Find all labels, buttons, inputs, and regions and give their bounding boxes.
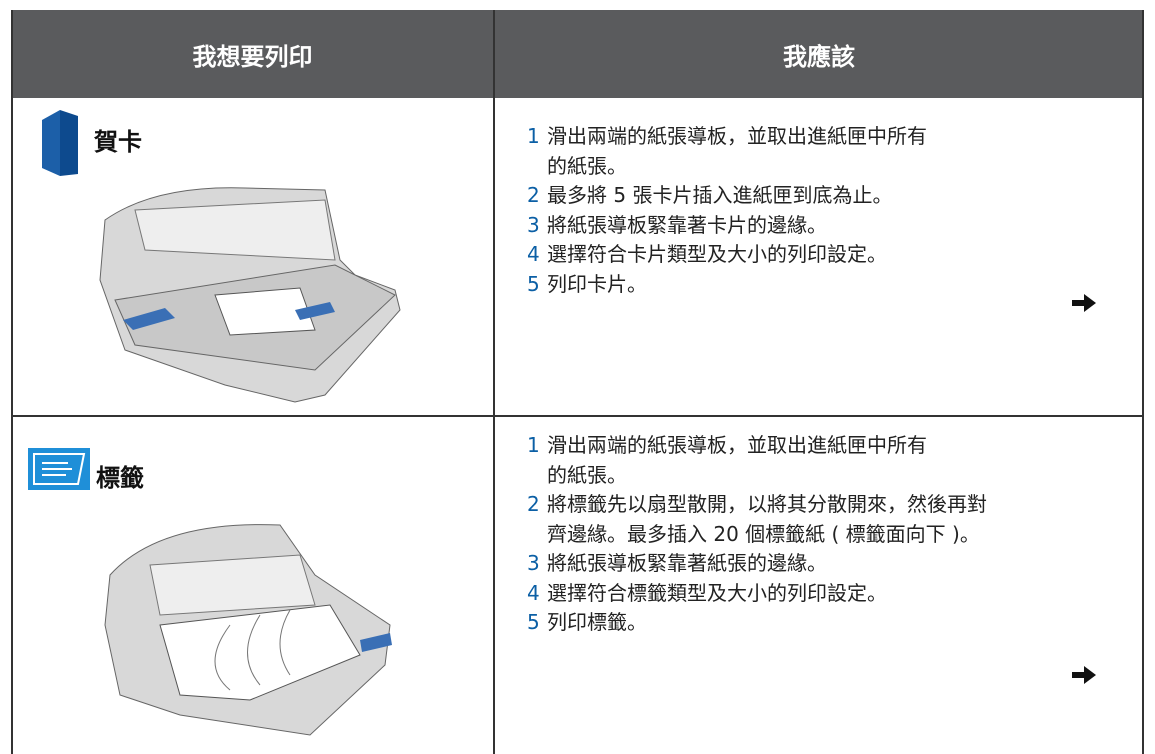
printer-illustration: [104, 524, 392, 736]
step-line: 的紙張。: [547, 153, 627, 178]
step: 5 列印卡片。: [527, 270, 927, 300]
step-number: 3: [527, 551, 540, 575]
header-text: 我想要列印: [192, 42, 313, 71]
step-number: 4: [527, 580, 540, 605]
step-line: 將紙張導板緊靠著紙張的邊緣。: [547, 551, 827, 575]
step-text: 列印標籤。: [547, 608, 647, 638]
step-text: 最多將 5 張卡片插入進紙匣到底為止。: [547, 181, 892, 211]
header-cell: 我想要列印: [12, 10, 493, 98]
step-line: 選擇符合卡片類型及大小的列印設定。: [547, 242, 887, 266]
step-line: 將紙張導板緊靠著卡片的邊緣。: [547, 212, 827, 237]
step: 3 將紙張導板緊靠著卡片的邊緣。: [527, 211, 927, 241]
step-line: 列印標籤。: [547, 610, 647, 634]
border: [493, 10, 495, 754]
step: 3 將紙張導板緊靠著紙張的邊緣。: [527, 549, 987, 579]
step: 1 滑出兩端的紙張導板，並取出進紙匣中所有 的紙張。: [527, 431, 987, 490]
step-list: 1 滑出兩端的紙張導板，並取出進紙匣中所有 的紙張。 2 最多將 5 張卡片插入進紙匣到…: [527, 122, 927, 299]
step-number: 3: [527, 212, 540, 237]
step-text: 選擇符合標籤類型及大小的列印設定。: [547, 579, 887, 609]
step-text: 將紙張導板緊靠著卡片的邊緣。: [547, 211, 827, 241]
step-line: 選擇符合標籤類型及大小的列印設定。: [547, 580, 887, 605]
row-title: 標籤: [96, 464, 144, 492]
step-line: 將標籤先以扇型散開，以將其分散開來，然後再對: [547, 492, 987, 516]
step-line: 的紙張。: [547, 462, 627, 487]
printer-illustration: [99, 187, 401, 403]
step-line: 最多將 5 張卡片插入進紙匣到底為止。: [547, 183, 893, 207]
step: 4 選擇符合標籤類型及大小的列印設定。: [527, 579, 987, 609]
header-cell: 我應該: [495, 10, 1143, 98]
step-text: 將紙張導板緊靠著紙張的邊緣。: [547, 549, 827, 579]
step-text: 滑出兩端的紙張導板，並取出進紙匣中所有 的紙張。: [547, 431, 927, 490]
step-number: 2: [527, 492, 540, 516]
step-text: 列印卡片。: [547, 270, 647, 300]
step-number: 4: [527, 242, 540, 266]
border: [11, 10, 13, 754]
header-text: 我應該: [783, 42, 855, 71]
step-line: 滑出兩端的紙張導板，並取出進紙匣中所有: [547, 433, 927, 457]
step: 2 將標籤先以扇型散開，以將其分散開來，然後再對 齊邊緣。最多插入 20 個標籤紙 …: [527, 490, 987, 549]
label-icon: [28, 448, 90, 490]
next-arrow[interactable]: [1072, 294, 1096, 312]
step-text: 將標籤先以扇型散開，以將其分散開來，然後再對 齊邊緣。最多插入 20 個標籤紙 (…: [547, 490, 987, 549]
row-title: 賀卡: [94, 128, 142, 156]
step-list: 1 滑出兩端的紙張導板，並取出進紙匣中所有 的紙張。 2 將標籤先以扇型散開，以將其分散…: [527, 431, 987, 638]
step-number: 2: [527, 183, 540, 207]
border: [11, 415, 1144, 417]
step-text: 滑出兩端的紙張導板，並取出進紙匣中所有 的紙張。: [547, 122, 927, 181]
card-icon: [42, 110, 78, 176]
step-text: 選擇符合卡片類型及大小的列印設定。: [547, 240, 887, 270]
step-line: 齊邊緣。最多插入 20 個標籤紙 ( 標籤面向下 )。: [547, 521, 980, 546]
step-line: 列印卡片。: [547, 271, 647, 296]
step-number: 1: [527, 124, 540, 148]
step: 4 選擇符合卡片類型及大小的列印設定。: [527, 240, 927, 270]
step-line: 滑出兩端的紙張導板，並取出進紙匣中所有: [547, 124, 927, 148]
next-arrow[interactable]: [1072, 666, 1096, 684]
step: 1 滑出兩端的紙張導板，並取出進紙匣中所有 的紙張。: [527, 122, 927, 181]
step-number: 1: [527, 433, 540, 457]
step: 2 最多將 5 張卡片插入進紙匣到底為止。: [527, 181, 927, 211]
step-number: 5: [527, 271, 540, 296]
step-number: 5: [527, 610, 540, 634]
step: 5 列印標籤。: [527, 608, 987, 638]
border: [1142, 10, 1144, 754]
